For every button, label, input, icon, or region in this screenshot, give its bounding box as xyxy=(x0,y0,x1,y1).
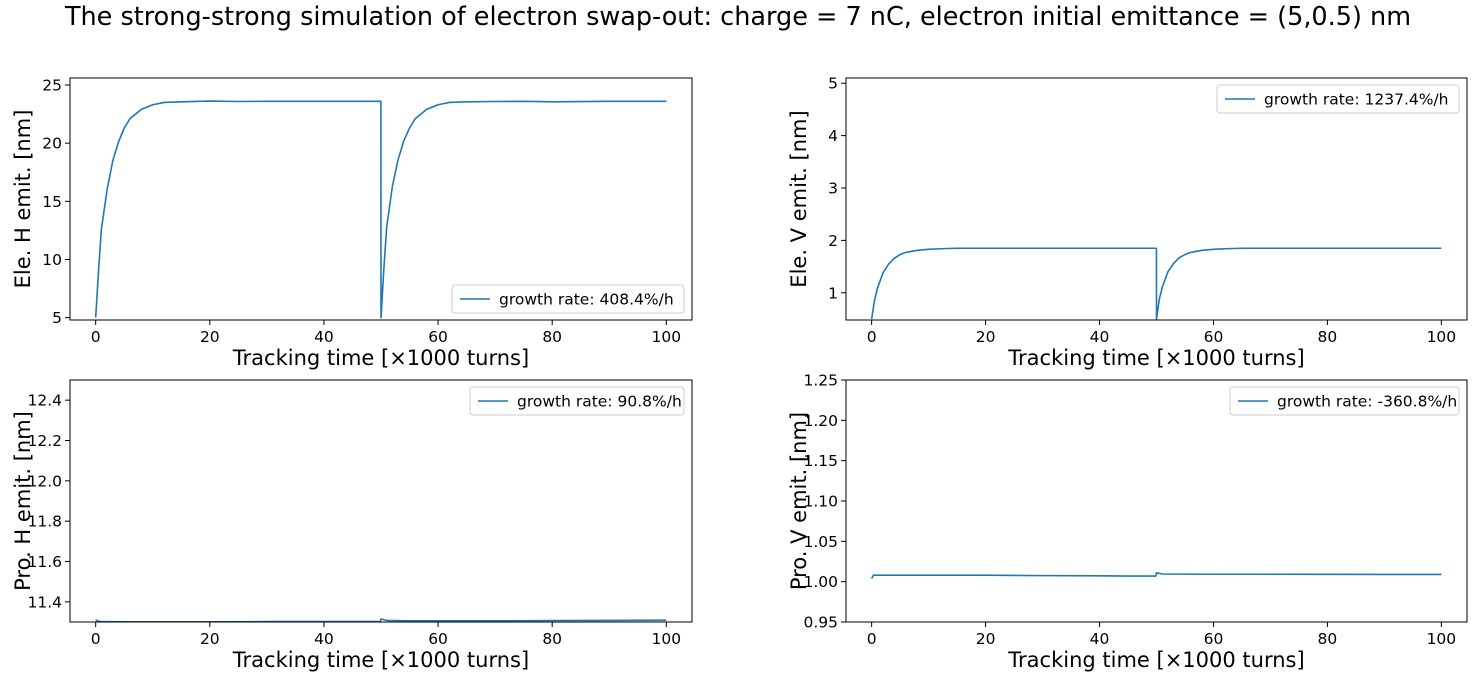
x-tick-label: 40 xyxy=(314,630,334,648)
x-tick-label: 60 xyxy=(428,328,448,346)
axes-frame xyxy=(69,379,693,623)
x-axis-label: Tracking time [×1000 turns] xyxy=(232,648,529,672)
y-tick-label: 5 xyxy=(828,75,838,93)
legend-label: growth rate: 1237.4%/h xyxy=(1264,91,1449,109)
y-tick-label: 10 xyxy=(42,251,62,269)
y-tick-label: 1.00 xyxy=(803,573,838,591)
y-tick-label: 0.95 xyxy=(803,614,838,632)
x-tick-label: 40 xyxy=(1090,630,1110,648)
y-axis-label: Ele. V emit. [nm] xyxy=(787,110,811,287)
y-tick-label: 11.6 xyxy=(27,553,62,571)
axes-frame xyxy=(845,77,1468,321)
legend-label: growth rate: 90.8%/h xyxy=(517,393,682,411)
x-tick-label: 20 xyxy=(200,630,220,648)
x-tick-label: 80 xyxy=(1318,328,1338,346)
y-tick-label: 11.4 xyxy=(27,593,62,611)
legend-label: growth rate: -360.8%/h xyxy=(1277,393,1457,411)
x-tick-label: 60 xyxy=(1204,328,1224,346)
panel-pro-v-emittance: 0 20 40 60 80 100 0.95 1.00 1.05 1.10 1.15 1.20 1.25… xyxy=(787,372,1468,672)
x-tick-label: 100 xyxy=(1427,630,1457,648)
y-tick-label: 5 xyxy=(52,309,62,327)
series-line xyxy=(870,247,1442,320)
panel-pro-h-emittance: 0 20 40 60 80 100 11.4 11.6 11.8 12.0 12.2 12.4 Trac… xyxy=(11,379,693,672)
x-tick-label: 20 xyxy=(200,328,220,346)
x-tick-label: 100 xyxy=(652,328,682,346)
x-tick-label: 60 xyxy=(428,630,448,648)
x-tick-label: 0 xyxy=(867,328,877,346)
y-tick-label: 4 xyxy=(828,127,838,145)
y-tick-label: 1.25 xyxy=(803,372,838,390)
x-tick-label: 80 xyxy=(1318,630,1338,648)
x-tick-label: 60 xyxy=(1204,630,1224,648)
y-axis-label: Pro. V emit. [nm] xyxy=(787,412,811,590)
y-tick-label: 1.15 xyxy=(803,452,838,470)
panel-ele-v-emittance: 0 20 40 60 80 100 1 2 3 4 5 Tracking time [×1000 tu… xyxy=(787,75,1468,370)
x-tick-label: 40 xyxy=(1090,328,1110,346)
y-tick-label: 1.05 xyxy=(803,533,838,551)
x-tick-label: 40 xyxy=(314,328,334,346)
legend: growth rate: -360.8%/h xyxy=(1229,386,1460,416)
x-axis-label: Tracking time [×1000 turns] xyxy=(1007,346,1304,370)
figure-title: The strong-strong simulation of electron… xyxy=(64,2,1412,32)
y-tick-label: 12.2 xyxy=(27,432,62,450)
x-tick-label: 100 xyxy=(652,630,682,648)
y-tick-label: 12.4 xyxy=(27,392,62,410)
y-tick-label: 20 xyxy=(42,135,62,153)
y-tick-label: 11.8 xyxy=(27,513,62,531)
legend-label: growth rate: 408.4%/h xyxy=(499,291,674,309)
x-tick-label: 80 xyxy=(542,630,562,648)
y-tick-label: 1.20 xyxy=(803,412,838,430)
legend: growth rate: 1237.4%/h xyxy=(1216,84,1460,114)
x-axis-label: Tracking time [×1000 turns] xyxy=(232,346,529,370)
legend: growth rate: 90.8%/h xyxy=(469,386,685,416)
panel-ele-h-emittance: 0 20 40 60 80 100 5 10 15 20 25 Tracking time [×100… xyxy=(11,76,693,370)
series-line xyxy=(870,571,1442,579)
x-tick-label: 80 xyxy=(542,328,562,346)
x-tick-label: 0 xyxy=(867,630,877,648)
y-tick-label: 15 xyxy=(42,193,62,211)
x-tick-label: 0 xyxy=(91,630,101,648)
x-tick-label: 0 xyxy=(91,328,101,346)
series-line xyxy=(94,100,667,319)
x-tick-label: 20 xyxy=(976,328,996,346)
y-tick-label: 1 xyxy=(828,284,838,302)
y-tick-label: 12.0 xyxy=(27,472,62,490)
y-tick-label: 2 xyxy=(828,232,838,250)
axes-frame xyxy=(845,379,1468,623)
legend: growth rate: 408.4%/h xyxy=(451,284,685,314)
axes-frame xyxy=(69,77,693,321)
x-tick-label: 20 xyxy=(976,630,996,648)
y-axis-label: Pro. H emit. [nm] xyxy=(11,411,35,591)
y-tick-label: 25 xyxy=(42,76,62,94)
y-axis-label: Ele. H emit. [nm] xyxy=(11,110,35,289)
y-tick-label: 1.10 xyxy=(803,493,838,511)
x-axis-label: Tracking time [×1000 turns] xyxy=(1007,648,1304,672)
x-tick-label: 100 xyxy=(1427,328,1457,346)
series-line xyxy=(95,618,667,622)
y-tick-label: 3 xyxy=(828,180,838,198)
